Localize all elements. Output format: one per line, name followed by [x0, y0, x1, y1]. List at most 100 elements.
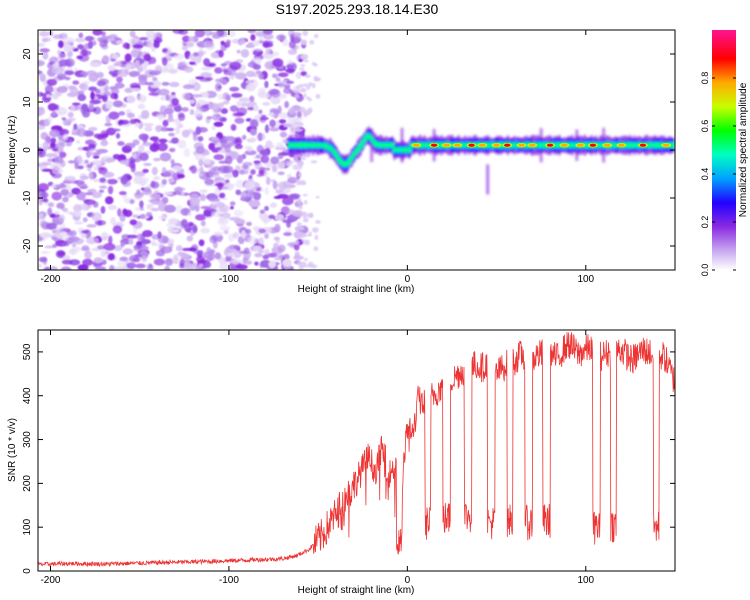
noise-blob	[100, 130, 109, 139]
noise-blob	[123, 209, 133, 218]
noise-blob	[56, 202, 65, 209]
noise-blob	[140, 213, 146, 220]
noise-blob	[190, 165, 197, 174]
noise-blob	[298, 84, 305, 87]
noise-blob	[183, 66, 194, 73]
noise-blob	[192, 35, 199, 43]
noise-blob	[168, 218, 179, 225]
noise-blob	[158, 216, 167, 220]
noise-blob	[181, 107, 189, 112]
noise-blob	[77, 165, 84, 170]
noise-blob	[47, 202, 55, 208]
noise-blob	[128, 238, 134, 245]
noise-blob	[107, 204, 118, 211]
noise-blob	[73, 123, 78, 130]
noise-blob	[97, 219, 103, 226]
noise-blob	[137, 66, 143, 73]
noise-blob	[184, 224, 191, 232]
noise-blob	[235, 264, 248, 270]
noise-blob	[52, 62, 60, 69]
colorbar-tick-label: 0.2	[700, 216, 710, 229]
noise-blob	[302, 217, 309, 223]
noise-blob	[153, 258, 166, 266]
noise-blob	[249, 128, 257, 136]
noise-blob	[38, 60, 45, 67]
noise-blob	[80, 185, 89, 190]
noise-blob	[186, 128, 195, 134]
noise-blob	[149, 193, 161, 200]
noise-blob	[292, 210, 304, 218]
noise-blob	[67, 236, 80, 242]
noise-blob	[45, 94, 51, 98]
noise-blob	[302, 193, 308, 197]
noise-blob	[103, 91, 111, 96]
noise-blob	[66, 119, 73, 124]
noise-blob	[304, 74, 311, 78]
noise-blob	[197, 136, 204, 142]
signal-peak	[479, 143, 486, 147]
noise-blob	[164, 265, 171, 270]
noise-blob	[76, 128, 87, 137]
noise-blob	[105, 157, 116, 163]
noise-blob	[129, 219, 138, 226]
noise-blob	[48, 30, 54, 37]
noise-blob	[101, 95, 107, 101]
noise-blob	[168, 177, 175, 183]
noise-blob	[270, 96, 281, 105]
noise-blob	[253, 50, 258, 56]
noise-blob	[211, 201, 218, 206]
noise-blob	[192, 225, 198, 234]
noise-blob	[303, 83, 309, 87]
noise-blob	[40, 250, 50, 254]
signal-peak	[430, 143, 438, 147]
noise-blob	[297, 198, 302, 204]
noise-blob	[312, 227, 319, 233]
spectrogram-x-label: Height of straight line (km)	[298, 284, 415, 295]
noise-blob	[64, 70, 75, 76]
noise-blob	[44, 85, 54, 94]
colorbar-tick-label: 0.4	[700, 168, 710, 181]
noise-blob	[299, 67, 305, 71]
noise-blob	[117, 141, 125, 146]
noise-blob	[42, 141, 50, 150]
noise-blob	[208, 142, 216, 151]
noise-blob	[143, 186, 151, 193]
noise-blob	[293, 37, 301, 44]
noise-blob	[141, 255, 148, 263]
signal-cell	[390, 142, 395, 148]
noise-blob	[173, 254, 179, 262]
noise-blob	[41, 192, 49, 199]
noise-blob	[51, 110, 57, 117]
noise-blob	[100, 139, 109, 147]
noise-blob	[104, 84, 110, 92]
noise-blob	[78, 32, 84, 39]
noise-blob	[99, 185, 108, 189]
noise-blob	[137, 103, 146, 110]
noise-blob	[314, 77, 322, 81]
noise-blob	[194, 108, 204, 118]
noise-blob	[234, 144, 243, 150]
spectrogram-y-tick-label: -10	[22, 190, 33, 205]
noise-blob	[198, 159, 204, 167]
noise-blob	[195, 214, 207, 221]
noise-blob	[283, 232, 293, 237]
noise-blob	[112, 153, 121, 160]
noise-blob	[77, 94, 87, 102]
noise-blob	[181, 45, 189, 51]
noise-blob	[271, 51, 279, 57]
noise-blob	[113, 62, 122, 67]
noise-blob	[134, 263, 146, 269]
noise-blob	[104, 122, 113, 127]
snr-panel: -200 -100 0 100 0 100 200 300 400 500 Height of …	[7, 329, 676, 596]
noise-blob	[93, 133, 103, 139]
noise-blob	[277, 152, 284, 160]
noise-blob	[144, 82, 154, 86]
noise-blob	[256, 173, 263, 178]
noise-blob	[105, 100, 114, 110]
noise-blob	[217, 93, 224, 100]
noise-blob	[112, 100, 124, 108]
noise-blob	[247, 187, 253, 197]
noise-blob	[258, 73, 264, 80]
noise-blob	[119, 160, 129, 165]
